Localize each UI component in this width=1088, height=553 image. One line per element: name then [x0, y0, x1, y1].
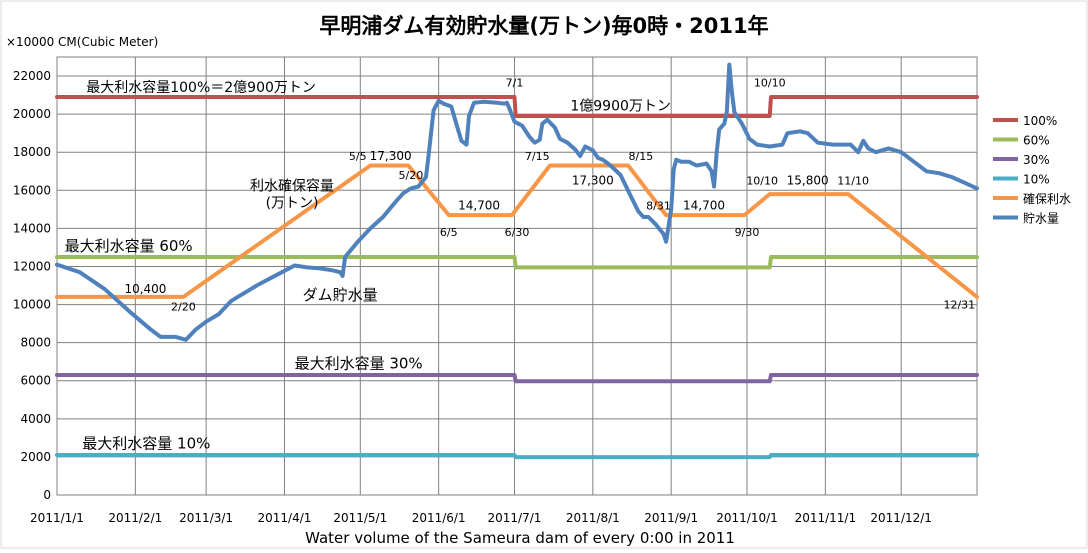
x-tick-label: 2011/3/1: [179, 511, 233, 525]
y-tick-label: 12000: [13, 259, 51, 273]
series-line: [55, 163, 979, 299]
data-annotation: 5/20: [398, 169, 423, 182]
y-tick-label: 2000: [20, 450, 51, 464]
data-annotation: 7/15: [525, 150, 550, 163]
x-tick-label: 2011/7/1: [488, 511, 542, 525]
data-annotation: 14,700: [458, 198, 500, 212]
series-line: [55, 255, 979, 270]
series-layer: [55, 62, 979, 460]
data-annotation: 1億9900万トン: [570, 98, 671, 114]
legend-label: 確保利水: [1023, 191, 1071, 206]
series-line: [55, 453, 979, 460]
legend-label: 貯水量: [1023, 212, 1059, 226]
data-annotation: 10,400: [124, 282, 166, 296]
legend-label: 60%: [1023, 134, 1050, 148]
x-tick-label: 2011/6/1: [412, 511, 466, 525]
y-tick-label: 20000: [13, 107, 51, 121]
data-annotation: 最大利水容量 30%: [295, 354, 423, 372]
data-annotation: 6/5: [440, 226, 458, 239]
x-tick-label: 2011/4/1: [258, 511, 312, 525]
data-annotation: 最大利水容量100%＝2億900万トン: [86, 79, 316, 96]
x-tick-label: 2011/8/1: [566, 511, 620, 525]
y-tick-label: 22000: [13, 69, 51, 83]
data-annotation: ダム貯水量: [303, 286, 378, 304]
y-axis-unit-label: ×10000 CM(Cubic Meter): [6, 35, 158, 49]
x-axis-label: Water volume of the Sameura dam of every…: [305, 529, 735, 547]
x-tick-label: 2011/12/1: [870, 511, 932, 525]
x-tick-label: 2011/10/1: [716, 511, 778, 525]
data-annotation: 8/31: [646, 199, 671, 212]
data-annotation: 15,800: [787, 174, 829, 188]
data-annotation: (万トン): [266, 195, 319, 211]
data-annotation: 2/20: [171, 300, 196, 313]
y-tick-label: 18000: [13, 145, 51, 159]
data-annotation: 17,300: [370, 149, 412, 163]
data-annotation: 10/10: [754, 77, 786, 90]
legend-label: 30%: [1023, 153, 1050, 167]
x-tick-label: 2011/11/1: [795, 511, 857, 525]
data-annotation: 5/5: [349, 150, 367, 163]
y-tick-label: 8000: [20, 336, 51, 350]
y-tick-label: 14000: [13, 221, 51, 235]
x-tick-label: 2011/5/1: [333, 511, 387, 525]
y-tick-label: 16000: [13, 183, 51, 197]
x-tick-label: 2011/1/1: [30, 511, 84, 525]
y-tick-label: 6000: [20, 374, 51, 388]
data-annotation: 9/30: [735, 226, 760, 239]
data-annotation: 14,700: [683, 198, 725, 212]
x-tick-label: 2011/2/1: [108, 511, 162, 525]
series-line: [55, 62, 979, 342]
data-annotation: 最大利水容量 60%: [65, 237, 193, 255]
axis-layer: 0 2000 4000 6000 8000 10000 12000 14000 16000 180…: [13, 69, 932, 525]
y-tick-label: 10000: [13, 298, 51, 312]
annotation-layer: 最大利水容量100%＝2億900万トン 7/1 1億9900万トン 10/10 最大利水…: [65, 77, 976, 453]
data-annotation: 利水確保容量: [250, 177, 334, 194]
data-annotation: 12/31: [943, 298, 975, 311]
chart-title: 早明浦ダム有効貯水量(万トン)毎0時・2011年: [319, 14, 768, 38]
series-line: [55, 95, 979, 118]
legend-label: 100%: [1023, 114, 1057, 128]
x-tick-label: 2011/9/1: [644, 511, 698, 525]
plot-area-border: [56, 56, 978, 496]
legend-label: 10%: [1023, 173, 1050, 187]
data-annotation: 11/10: [837, 175, 869, 188]
data-annotation: 17,300: [572, 174, 614, 188]
y-tick-label: 0: [43, 488, 51, 502]
series-line: [55, 373, 979, 384]
data-annotation: 6/30: [505, 226, 530, 239]
data-annotation: 最大利水容量 10%: [82, 434, 210, 452]
data-annotation: 10/10: [746, 175, 778, 188]
y-tick-label: 4000: [20, 412, 51, 426]
data-annotation: 8/15: [628, 150, 653, 163]
data-annotation: 7/1: [506, 77, 524, 90]
